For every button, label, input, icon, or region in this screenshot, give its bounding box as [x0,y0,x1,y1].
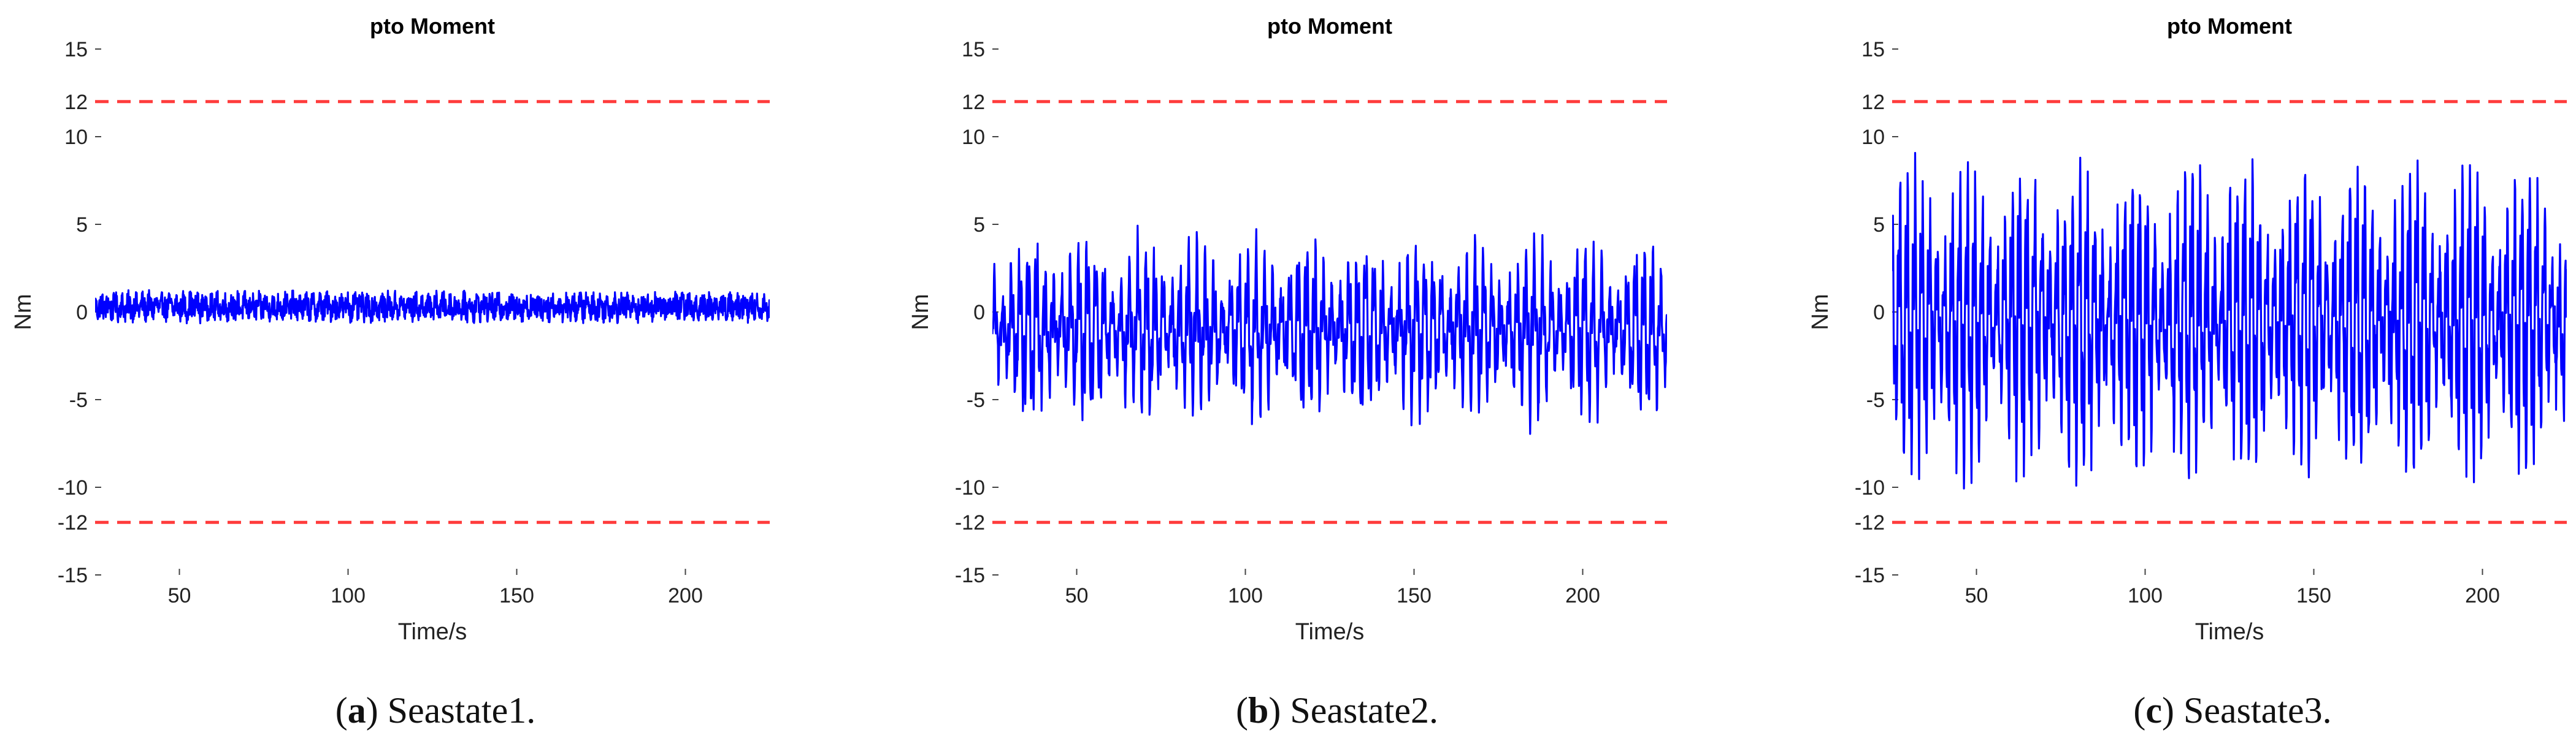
x-axis-label: Time/s [2195,619,2264,645]
x-axis-label: Time/s [398,619,467,645]
y-tick-label: 12 [962,91,985,114]
y-tick-label: -5 [69,389,88,412]
caption-c: (c) Seastate3. [2133,690,2332,731]
y-tick-label: 5 [1873,213,1885,237]
y-tick-label: -5 [1866,389,1885,412]
y-tick-label: 5 [973,213,985,237]
y-tick-label: -15 [1855,564,1885,587]
y-tick-label: 0 [76,301,88,324]
caption-b: (b) Seastate2. [1236,690,1438,731]
y-tick-label: -15 [955,564,985,587]
series-line [992,224,1667,435]
caption-text: ) Seastate2. [1268,690,1438,731]
y-axis-label: Nm [10,294,36,330]
chart-title: pto Moment [370,13,495,39]
chart-title: pto Moment [2167,13,2292,39]
y-tick-label: 0 [973,301,985,324]
series-line [1892,151,2567,490]
y-tick-label: -12 [955,511,985,534]
x-tick-label: 150 [2296,584,2331,607]
chart-panel-2: pto Moment -15 -12 -10 -5 0 5 10 12 15 50 100 150 200… [908,13,1667,645]
x-tick-label: 50 [1965,584,1988,607]
y-tick-label: 12 [1861,91,1885,114]
y-tick-label: -10 [955,476,985,500]
y-tick-label: -15 [58,564,88,587]
y-tick-label: 5 [76,213,88,237]
x-tick-label: 100 [2128,584,2163,607]
caption-text: ) Seastate3. [2162,690,2332,731]
x-tick-label: 50 [1065,584,1089,607]
chart-title: pto Moment [1267,13,1392,39]
y-tick-label: -10 [1855,476,1885,500]
caption-a: (a) Seastate1. [335,690,536,731]
y-tick-label: 0 [1873,301,1885,324]
y-tick-label: 15 [1861,38,1885,61]
x-tick-label: 200 [1565,584,1600,607]
y-tick-label: -5 [967,389,985,412]
x-tick-label: 200 [2465,584,2500,607]
y-tick-label: 10 [64,126,88,149]
x-axis-label: Time/s [1295,619,1365,645]
chart-panel-3: pto Moment -15 -12 -10 -5 0 5 10 12 15 50 100 150 200… [1807,13,2567,645]
x-tick-label: 150 [1397,584,1432,607]
y-tick-label: 10 [1861,126,1885,149]
caption-letter: b [1248,690,1269,731]
x-tick-label: 100 [331,584,366,607]
x-tick-label: 100 [1228,584,1263,607]
y-tick-label: -10 [58,476,88,500]
y-tick-label: 15 [64,38,88,61]
y-axis-label: Nm [1807,294,1833,330]
y-tick-label: 15 [962,38,985,61]
y-tick-label: 12 [64,91,88,114]
x-tick-label: 150 [499,584,534,607]
x-tick-label: 50 [168,584,191,607]
caption-letter: a [347,690,366,731]
x-tick-label: 200 [668,584,703,607]
caption-text: ) Seastate1. [366,690,536,731]
caption-letter: c [2145,690,2163,731]
y-tick-label: -12 [1855,511,1885,534]
series-line [95,289,770,324]
y-tick-label: -12 [58,511,88,534]
y-axis-label: Nm [908,294,933,330]
chart-panel-1: pto Moment -15 -12 -10 -5 0 5 10 12 15 50 100 150 200… [10,13,770,645]
y-tick-label: 10 [962,126,985,149]
